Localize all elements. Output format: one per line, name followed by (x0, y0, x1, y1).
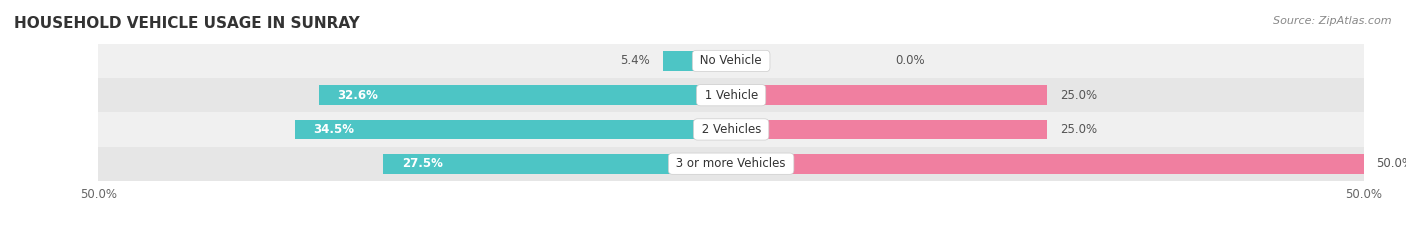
Text: 3 or more Vehicles: 3 or more Vehicles (672, 157, 790, 170)
Bar (319, 85, 731, 105)
Bar (98, 112, 1364, 146)
Text: 32.6%: 32.6% (337, 89, 378, 102)
Text: 2 Vehicles: 2 Vehicles (697, 123, 765, 136)
Text: 50.0%: 50.0% (1376, 157, 1406, 170)
Text: 0.0%: 0.0% (896, 55, 925, 67)
Bar (98, 146, 1364, 181)
Text: Source: ZipAtlas.com: Source: ZipAtlas.com (1274, 16, 1392, 26)
Legend: Owner-occupied, Renter-occupied: Owner-occupied, Renter-occupied (603, 231, 859, 234)
Bar (295, 120, 731, 139)
Text: HOUSEHOLD VEHICLE USAGE IN SUNRAY: HOUSEHOLD VEHICLE USAGE IN SUNRAY (14, 16, 360, 31)
Text: 5.4%: 5.4% (620, 55, 650, 67)
Text: 25.0%: 25.0% (1060, 123, 1097, 136)
Bar (382, 154, 731, 174)
Text: 25.0%: 25.0% (1060, 89, 1097, 102)
Bar (662, 51, 731, 71)
Bar (731, 154, 1364, 174)
Text: 34.5%: 34.5% (314, 123, 354, 136)
Bar (98, 44, 1364, 78)
Bar (731, 120, 1047, 139)
Bar (731, 85, 1047, 105)
Bar (98, 78, 1364, 112)
Text: No Vehicle: No Vehicle (696, 55, 766, 67)
Text: 1 Vehicle: 1 Vehicle (700, 89, 762, 102)
Text: 27.5%: 27.5% (402, 157, 443, 170)
